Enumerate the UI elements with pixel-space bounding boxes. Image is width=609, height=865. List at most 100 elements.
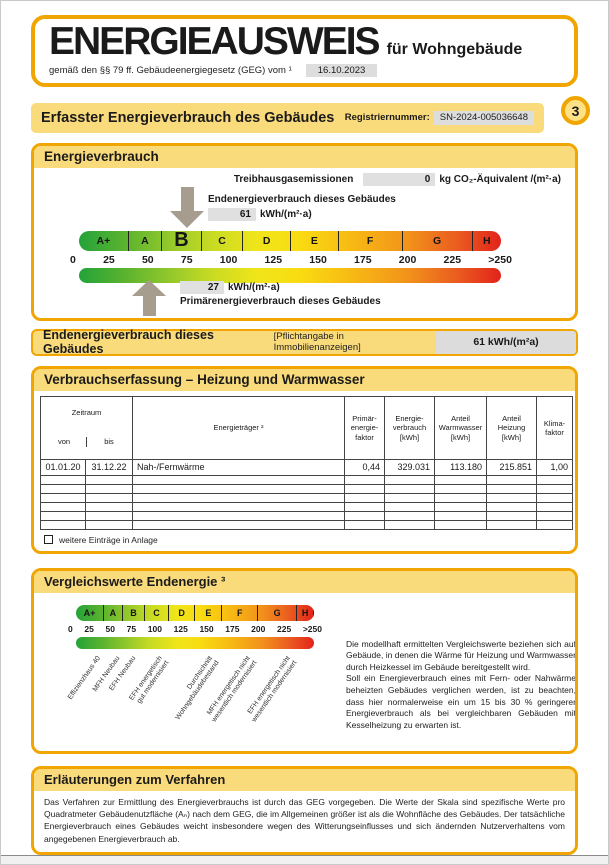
end-energy-band-label: Endenergieverbrauch dieses Gebäudes [43,328,214,357]
table-row-empty [40,492,573,503]
more-entries-checkbox[interactable] [44,535,53,545]
banner-title: Erfasster Energieverbrauch des Gebäudes [41,109,335,126]
energy-consumption-section: Energieverbrauch Treibhausgasemissionen … [31,142,578,321]
page-subtitle: für Wohngebäude [386,41,523,58]
issue-date-field: 16.10.2023 [305,63,378,77]
header-anteil-heizung: Anteil Heizung [kWh] [486,395,537,460]
law-reference: gemäß den §§ 79 ff. Gebäudeenergiegesetz… [49,64,292,76]
primary-energy-value-row: 27 kWh/(m²·a) [180,280,280,294]
scale-class-a-plus: A+ [79,230,129,251]
bis-label: bis [104,437,114,447]
mini-class-b: B [123,604,146,621]
table-row-empty [40,483,573,494]
energy-scale-area: Treibhausgasemissionen 0 kg CO₂-Äquivale… [34,168,575,318]
explanation-title: Erläuterungen zum Verfahren [34,768,575,791]
tick-50: 50 [141,253,154,266]
table-row-empty [40,510,573,521]
registration-number-label: Registriernummer: [344,112,430,124]
primary-energy-label: Primärenergieverbrauch dieses Gebäudes [180,295,381,307]
tick-75: 75 [180,253,193,266]
scale-class-h: H [482,234,491,247]
comparison-body: A+ A B C D E F G H 0 25 50 75 100 125 15… [34,593,575,751]
arrow-head [132,279,166,296]
ghg-label: Treibhausgasemissionen [233,173,354,185]
ghg-emissions-row: Treibhausgasemissionen 0 kg CO₂-Äquivale… [34,172,575,186]
mini-class-g: G [258,604,298,621]
scale-class-g: G [403,230,473,251]
primary-energy-gradient-bar [79,267,501,283]
end-energy-value-row: 61 kWh/(m²·a) [208,207,312,221]
table-header-row: Zeitraum von bis Energieträger ² Primär-… [40,395,573,460]
mini-tick-0: 0 [68,623,73,634]
primary-energy-value-field: 27 [180,280,224,294]
zeitraum-label: Zeitraum [71,408,102,418]
consumption-table: Zeitraum von bis Energieträger ² Primär-… [40,395,573,530]
end-energy-band: Endenergieverbrauch dieses Gebäudes [Pfl… [31,328,578,357]
registration-number-value: SN-2024-005036648 [433,110,534,125]
cell-energietraeger: Nah-/Fernwärme [132,458,345,476]
mini-tick-25: 25 [84,623,94,634]
tick-0: 0 [70,253,76,266]
header-zeitraum: Zeitraum von bis [40,395,133,460]
scale-class-a: A [129,230,163,251]
end-energy-value-field: 61 [208,207,256,221]
tick-150: 150 [309,253,327,266]
arrow-stem [180,186,194,211]
cell-verbrauch: 329.031 [384,458,435,476]
mini-tick-175: 175 [225,623,240,634]
end-energy-band-value-field: 61 kWh/(m²a) [436,330,576,354]
ref-label-effizienzhaus40: Effizienzhaus 40 [66,654,102,701]
primary-energy-marker-arrow-icon [132,279,166,316]
page-title: ENERGIEAUSWEIS [49,20,381,63]
more-entries-label: weitere Einträge in Anlage [59,534,158,545]
consumption-table-title: Verbrauchserfassung – Heizung und Warmwa… [34,368,575,391]
mini-tick-100: 100 [147,623,162,634]
tick-25: 25 [103,253,115,266]
comparison-class-scale: A+ A B C D E F G H [76,604,314,621]
header-primaerenergiefaktor: Primär- energie- faktor [344,395,385,460]
consumption-table-section: Verbrauchserfassung – Heizung und Warmwa… [31,365,578,554]
tick-225: 225 [443,253,462,266]
mini-tick-225: 225 [276,623,292,634]
cell-bis: 31.12.22 [85,458,133,476]
scale-class-d: D [243,230,291,251]
mini-class-a: A [104,604,123,621]
cell-klima: 1,00 [536,458,573,476]
comparison-explanation-text: Die modellhaft ermittelten Vergleichswer… [346,639,575,731]
tick-175: 175 [354,253,372,266]
tick-125: 125 [264,253,283,266]
table-row-empty [40,501,573,512]
comparison-section: Vergleichswerte Endenergie ³ A+ A B C D … [31,567,578,754]
cell-pef: 0,44 [344,458,385,476]
header-anteil-warmwasser: Anteil Warmwasser [kWh] [434,395,487,460]
mini-class-a-plus: A+ [76,604,104,621]
mini-tick-125: 125 [173,623,188,634]
scale-class-b-highlighted: B [162,230,202,251]
header-box: ENERGIEAUSWEIS für Wohngebäude gemäß den… [31,15,578,87]
comparison-gradient-bar [76,636,314,649]
comparison-title: Vergleichswerte Endenergie ³ [34,570,575,593]
table-row-empty [40,474,573,485]
von-label: von [42,437,87,448]
mini-tick-75: 75 [126,623,137,634]
scale-class-c: C [202,230,244,251]
mini-class-d: D [169,604,196,621]
cell-warmwasser: 113.180 [434,458,487,476]
mini-tick-50: 50 [105,623,115,634]
table-row: 01.01.20 31.12.22 Nah-/Fernwärme 0,44 32… [40,458,573,476]
cell-heizung: 215.851 [486,458,537,476]
tick-200: 200 [398,253,417,266]
page-bottom-edge [1,855,608,864]
ghg-unit: kg CO₂-Äquivalent /(m²·a) [439,173,561,185]
header-energietraeger: Energieträger ² [132,395,345,460]
scale-class-f: F [339,230,403,251]
comparison-tick-labels: 0 25 50 75 100 125 150 175 200 225 >250 [68,624,322,634]
header-klimafaktor: Klima- faktor [536,395,573,460]
arrow-head [170,210,204,228]
end-energy-band-note: [Pflichtangabe in Immobilienanzeigen] [273,331,361,354]
table-row-empty [40,519,573,530]
scale-tick-labels: 0 25 50 75 100 125 150 175 200 225 >250 [70,254,512,266]
arrow-stem [142,295,156,316]
header-energieverbrauch: Energie- verbrauch [kWh] [384,395,435,460]
